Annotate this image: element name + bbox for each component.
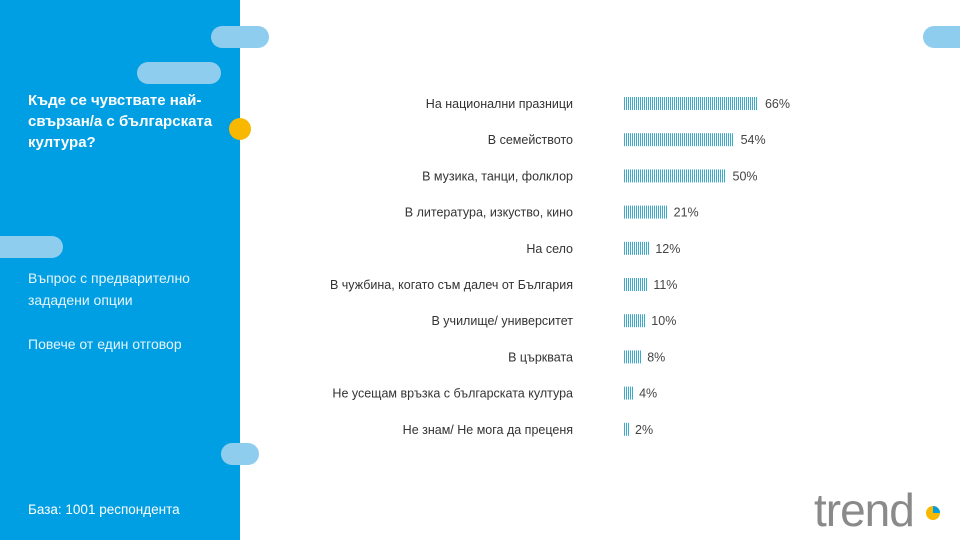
decor-pill xyxy=(923,26,960,48)
value-label: 66% xyxy=(765,97,790,111)
value-label: 8% xyxy=(647,350,665,364)
bar xyxy=(624,205,667,219)
category-label: В семейството xyxy=(488,133,573,147)
bar xyxy=(624,314,645,328)
multiple-answers-note: Повече от един отговор xyxy=(28,336,182,352)
value-label: 11% xyxy=(653,278,677,292)
value-label: 4% xyxy=(639,387,657,401)
category-label: Не усещам връзка с българската култура xyxy=(332,387,573,401)
category-label: На национални празници xyxy=(426,97,573,111)
bar xyxy=(624,386,633,400)
accent-dot xyxy=(229,118,251,140)
svg-text:trend: trend xyxy=(814,484,914,532)
bar xyxy=(624,278,647,291)
value-label: 2% xyxy=(635,423,653,437)
value-label: 21% xyxy=(674,206,699,220)
category-label: На село xyxy=(526,242,573,256)
bar xyxy=(624,350,641,364)
value-label: 10% xyxy=(651,314,676,328)
bar xyxy=(624,169,726,183)
bar xyxy=(624,422,629,436)
category-label: В чужбина, когато съм далеч от България xyxy=(330,278,573,292)
category-label: Не знам/ Не мога да преценя xyxy=(403,423,573,437)
decor-pill xyxy=(137,62,221,84)
trend-logo: trend xyxy=(814,484,940,532)
value-label: 12% xyxy=(655,242,680,256)
category-label: В църквата xyxy=(508,350,573,364)
category-label: В училище/ университет xyxy=(432,314,574,328)
decor-pill xyxy=(0,236,63,258)
bar xyxy=(624,241,649,255)
decor-pill xyxy=(221,443,259,465)
value-label: 50% xyxy=(733,169,758,183)
base-respondents: База: 1001 респондента xyxy=(28,502,180,517)
category-label: В музика, танци, фолклор xyxy=(422,169,573,183)
bar xyxy=(624,133,734,147)
decor-pill xyxy=(211,26,269,48)
value-label: 54% xyxy=(741,133,766,147)
category-label: В литература, изкуство, кино xyxy=(405,206,573,220)
question-type-note: Въпрос с предварително зададени опции xyxy=(28,270,190,308)
question-title: Къде се чувствате най-свързан/а с българ… xyxy=(28,92,213,151)
bar xyxy=(624,97,758,110)
sidebar: Къде се чувствате най-свързан/а с българ… xyxy=(0,0,240,540)
